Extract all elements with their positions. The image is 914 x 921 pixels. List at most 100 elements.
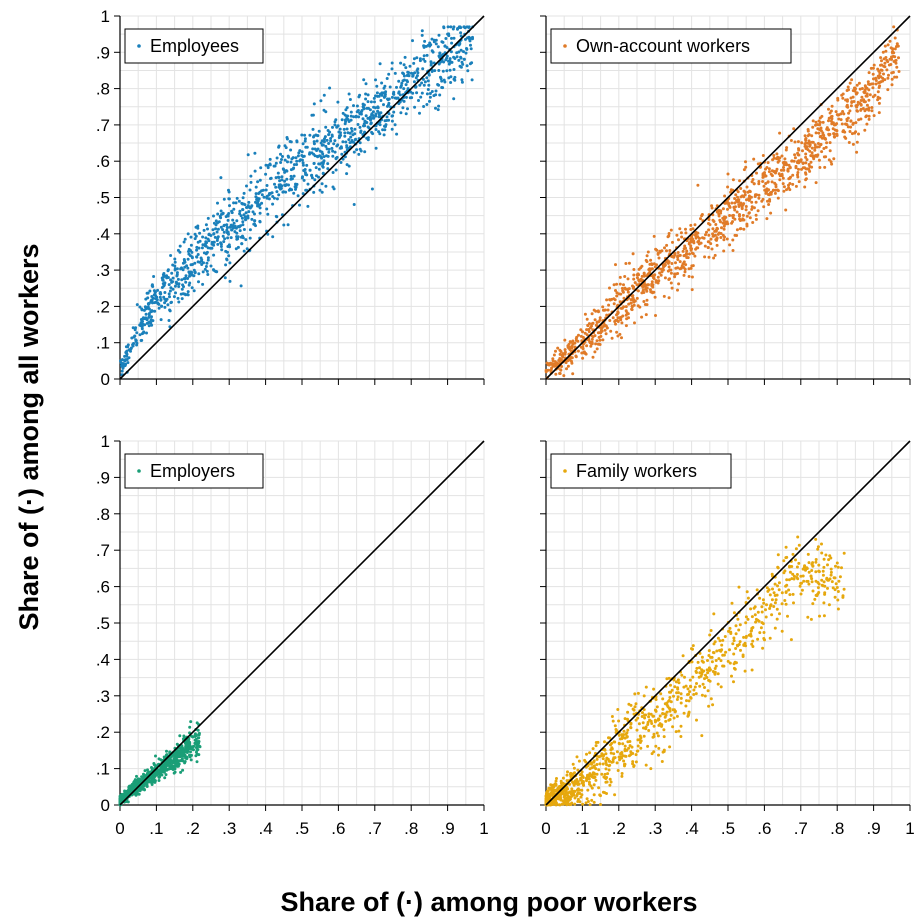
data-point: [583, 331, 587, 335]
data-point: [629, 750, 633, 754]
data-point: [318, 154, 322, 158]
data-point: [301, 192, 305, 196]
data-point: [615, 313, 618, 317]
data-point: [744, 208, 748, 212]
data-point: [289, 174, 293, 178]
data-point: [244, 211, 248, 215]
data-point: [290, 177, 294, 181]
data-point: [576, 791, 580, 795]
data-point: [301, 142, 305, 146]
legend: Own-account workers: [550, 28, 792, 64]
data-point: [796, 153, 800, 157]
data-point: [782, 168, 786, 172]
data-point: [761, 646, 765, 650]
data-point: [810, 146, 814, 150]
data-point: [598, 316, 602, 320]
data-point: [212, 214, 215, 218]
data-point: [810, 140, 814, 144]
data-point: [629, 721, 633, 725]
data-point: [799, 574, 803, 578]
data-point: [157, 306, 161, 310]
data-point: [151, 301, 154, 305]
data-point: [467, 35, 471, 39]
data-point: [403, 55, 407, 59]
data-point: [793, 156, 797, 160]
data-point: [195, 760, 199, 764]
data-point: [604, 780, 608, 784]
data-point: [649, 712, 653, 716]
data-point: [591, 775, 595, 779]
data-point: [248, 236, 252, 240]
data-point: [223, 237, 227, 241]
data-point: [284, 146, 288, 150]
data-point: [817, 591, 821, 594]
data-point: [390, 119, 394, 123]
data-point: [118, 799, 122, 803]
data-point: [807, 167, 811, 171]
data-point: [382, 103, 385, 107]
data-point: [591, 335, 595, 339]
data-point: [644, 763, 648, 767]
data-point: [153, 309, 157, 313]
data-point: [329, 139, 333, 143]
data-point: [602, 324, 606, 328]
data-point: [207, 239, 211, 243]
data-point: [613, 724, 617, 728]
data-point: [140, 327, 144, 331]
data-point: [424, 44, 428, 48]
data-point: [865, 94, 869, 98]
data-point: [256, 180, 260, 184]
data-point: [624, 262, 628, 265]
data-point: [851, 122, 855, 126]
data-point: [583, 312, 587, 316]
data-point: [430, 37, 434, 41]
data-point: [585, 317, 589, 321]
data-point: [829, 567, 833, 571]
data-point: [610, 741, 614, 745]
data-point: [188, 281, 192, 285]
data-point: [749, 607, 753, 611]
data-point: [353, 138, 357, 142]
data-point: [303, 139, 307, 143]
data-point: [615, 750, 619, 754]
data-point: [205, 261, 209, 265]
data-point: [279, 161, 283, 164]
data-point: [608, 319, 612, 322]
data-point: [695, 666, 699, 670]
data-point: [635, 749, 639, 753]
data-point: [410, 96, 414, 100]
data-point: [387, 72, 391, 76]
data-point: [312, 190, 316, 194]
data-point: [863, 88, 867, 92]
data-point: [345, 127, 349, 131]
data-point: [671, 725, 675, 729]
y-tick-label: .5: [96, 614, 110, 633]
data-point: [441, 69, 445, 73]
data-point: [140, 318, 144, 322]
data-point: [774, 188, 777, 192]
data-point: [689, 248, 693, 252]
data-point: [588, 751, 592, 755]
data-point: [585, 752, 588, 756]
data-point: [630, 745, 634, 749]
data-point: [167, 283, 171, 287]
data-point: [830, 580, 834, 584]
data-point: [735, 643, 739, 647]
data-point: [776, 565, 780, 569]
data-point: [193, 232, 197, 236]
data-point: [807, 133, 811, 137]
data-point: [654, 280, 658, 284]
data-point: [407, 74, 411, 78]
data-point: [861, 107, 865, 110]
data-point: [131, 326, 135, 330]
legend-box: [124, 28, 264, 64]
data-point: [834, 564, 837, 568]
data-point: [150, 309, 154, 313]
data-point: [414, 76, 418, 80]
data-point: [312, 140, 316, 144]
data-point: [750, 180, 754, 184]
data-point: [845, 117, 849, 121]
data-point: [390, 67, 394, 71]
data-point: [396, 96, 400, 100]
data-point: [457, 58, 461, 62]
